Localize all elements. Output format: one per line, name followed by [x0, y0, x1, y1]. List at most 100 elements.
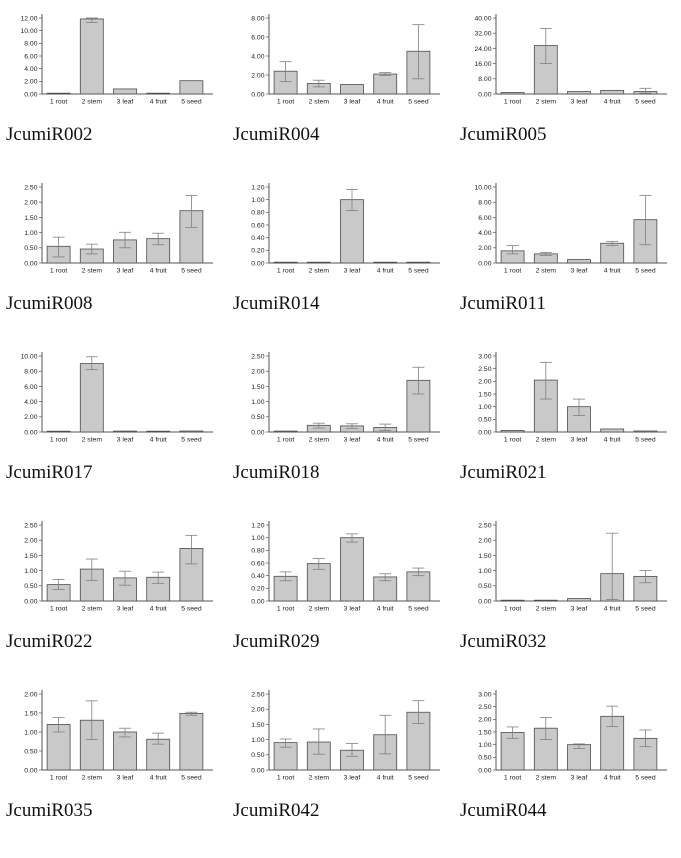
- bar-chart-svg: 0.00 2.00 4.00 6.00 8.00 10.00 1 root 2 stem 3 l…: [474, 183, 667, 275]
- svg-text:1 root: 1 root: [277, 99, 294, 106]
- svg-text:0.00: 0.00: [251, 598, 264, 605]
- svg-text:4.00: 4.00: [478, 230, 491, 237]
- chart-title: JcumiR032: [460, 631, 547, 652]
- svg-text:4 fruit: 4 fruit: [377, 99, 394, 106]
- svg-text:2.50: 2.50: [251, 353, 264, 360]
- svg-text:5 seed: 5 seed: [408, 437, 429, 444]
- svg-text:0.00: 0.00: [478, 767, 491, 774]
- chart-cell-jcumir044: 0.00 0.50 1.00 1.50 2.00 2.50 3.00 1 root 2 stem…: [454, 686, 681, 822]
- svg-text:2.00: 2.00: [478, 245, 491, 252]
- svg-text:0.40: 0.40: [251, 573, 264, 580]
- svg-text:2 stem: 2 stem: [309, 437, 330, 444]
- svg-text:1.00: 1.00: [478, 404, 491, 411]
- svg-text:0.60: 0.60: [251, 560, 264, 567]
- svg-text:10.00: 10.00: [20, 28, 37, 35]
- svg-text:2.00: 2.00: [24, 79, 37, 86]
- svg-text:1 root: 1 root: [504, 606, 521, 613]
- chart-grid: 0.00 2.00 4.00 6.00 8.00 10.00 12.00 1 root 2 st…: [0, 10, 681, 822]
- svg-text:1 root: 1 root: [504, 775, 521, 782]
- chart-cell-jcumir029: 0.00 0.20 0.40 0.60 0.80 1.00 1.20 1 root 2 stem…: [227, 517, 454, 653]
- svg-text:4.00: 4.00: [24, 66, 37, 73]
- svg-text:3 leaf: 3 leaf: [344, 437, 361, 444]
- chart-title: JcumiR005: [460, 124, 547, 145]
- bar-chart-svg: 0.00 0.20 0.40 0.60 0.80 1.00 1.20 1 root 2 stem…: [251, 521, 440, 613]
- chart-cell-jcumir021: 0.00 0.50 1.00 1.50 2.00 2.50 3.00 1 root 2 stem…: [454, 348, 681, 484]
- svg-text:2.50: 2.50: [24, 522, 37, 529]
- svg-text:8.00: 8.00: [251, 15, 264, 22]
- svg-text:1 root: 1 root: [504, 268, 521, 275]
- svg-text:3 leaf: 3 leaf: [571, 268, 588, 275]
- chart-title: JcumiR014: [233, 293, 320, 314]
- svg-text:4 fruit: 4 fruit: [150, 606, 167, 613]
- svg-text:10.00: 10.00: [474, 184, 491, 191]
- svg-text:4.00: 4.00: [24, 399, 37, 406]
- svg-text:1 root: 1 root: [50, 437, 67, 444]
- svg-text:4 fruit: 4 fruit: [604, 606, 621, 613]
- svg-text:1 root: 1 root: [50, 606, 67, 613]
- svg-text:1 root: 1 root: [277, 268, 294, 275]
- svg-text:1.20: 1.20: [251, 184, 264, 191]
- svg-text:0.00: 0.00: [251, 91, 264, 98]
- svg-text:2.00: 2.00: [478, 538, 491, 545]
- svg-text:1 root: 1 root: [50, 99, 67, 106]
- svg-text:4 fruit: 4 fruit: [150, 99, 167, 106]
- svg-text:8.00: 8.00: [478, 200, 491, 207]
- svg-text:1.50: 1.50: [251, 384, 264, 391]
- svg-text:12.00: 12.00: [20, 15, 37, 22]
- svg-text:1.00: 1.00: [251, 737, 264, 744]
- svg-text:2.00: 2.00: [251, 72, 264, 79]
- svg-text:5 seed: 5 seed: [408, 775, 429, 782]
- svg-text:1.50: 1.50: [24, 215, 37, 222]
- svg-text:8.00: 8.00: [478, 76, 491, 83]
- svg-text:2.00: 2.00: [24, 691, 37, 698]
- svg-text:0.00: 0.00: [24, 598, 37, 605]
- svg-text:3 leaf: 3 leaf: [571, 606, 588, 613]
- svg-text:4 fruit: 4 fruit: [604, 437, 621, 444]
- svg-text:3 leaf: 3 leaf: [344, 99, 361, 106]
- bar-chart-svg: 0.00 0.50 1.00 1.50 2.00 2.50 1 root 2 stem 3 le…: [24, 521, 213, 613]
- bar-chart-svg: 0.00 0.20 0.40 0.60 0.80 1.00 1.20 1 root 2 stem…: [251, 183, 440, 275]
- svg-text:1 root: 1 root: [277, 775, 294, 782]
- chart-cell-jcumir008: 0.00 0.50 1.00 1.50 2.00 2.50 1 root 2 stem 3 le…: [0, 179, 227, 315]
- svg-text:24.00: 24.00: [474, 46, 491, 53]
- chart-cell-jcumir002: 0.00 2.00 4.00 6.00 8.00 10.00 12.00 1 root 2 st…: [0, 10, 227, 146]
- svg-text:0.60: 0.60: [251, 222, 264, 229]
- svg-text:3 leaf: 3 leaf: [117, 268, 134, 275]
- svg-text:1.00: 1.00: [478, 568, 491, 575]
- chart-title: JcumiR017: [6, 462, 93, 483]
- svg-text:0.40: 0.40: [251, 235, 264, 242]
- svg-text:2.00: 2.00: [251, 369, 264, 376]
- chart-cell-jcumir017: 0.00 2.00 4.00 6.00 8.00 10.00 1 root 2 stem 3 l…: [0, 348, 227, 484]
- svg-text:4 fruit: 4 fruit: [150, 437, 167, 444]
- svg-text:2 stem: 2 stem: [536, 268, 557, 275]
- svg-text:3 leaf: 3 leaf: [344, 268, 361, 275]
- svg-text:0.00: 0.00: [24, 260, 37, 267]
- chart-title: JcumiR008: [6, 293, 93, 314]
- svg-text:3 leaf: 3 leaf: [344, 775, 361, 782]
- svg-text:5 seed: 5 seed: [635, 268, 656, 275]
- svg-text:1.00: 1.00: [251, 399, 264, 406]
- svg-text:0.80: 0.80: [251, 548, 264, 555]
- svg-text:1.00: 1.00: [24, 568, 37, 575]
- svg-text:2 stem: 2 stem: [82, 775, 103, 782]
- svg-text:4 fruit: 4 fruit: [377, 437, 394, 444]
- chart-title: JcumiR044: [460, 800, 547, 821]
- svg-text:1.00: 1.00: [24, 230, 37, 237]
- svg-text:5 seed: 5 seed: [408, 268, 429, 275]
- svg-text:5 seed: 5 seed: [635, 437, 656, 444]
- svg-text:1.00: 1.00: [24, 729, 37, 736]
- svg-text:40.00: 40.00: [474, 15, 491, 22]
- bar-chart-svg: 0.00 8.00 16.00 24.00 32.00 40.00 1 root 2 stem…: [474, 14, 667, 106]
- svg-text:0.50: 0.50: [251, 414, 264, 421]
- svg-text:2 stem: 2 stem: [82, 606, 103, 613]
- svg-text:2 stem: 2 stem: [309, 99, 330, 106]
- svg-text:6.00: 6.00: [251, 34, 264, 41]
- svg-text:2.00: 2.00: [24, 538, 37, 545]
- svg-text:2 stem: 2 stem: [309, 775, 330, 782]
- svg-text:5 seed: 5 seed: [635, 99, 656, 106]
- svg-text:0.00: 0.00: [24, 429, 37, 436]
- svg-text:1.50: 1.50: [478, 729, 491, 736]
- chart-cell-jcumir011: 0.00 2.00 4.00 6.00 8.00 10.00 1 root 2 stem 3 l…: [454, 179, 681, 315]
- svg-text:0.20: 0.20: [251, 586, 264, 593]
- svg-text:6.00: 6.00: [24, 53, 37, 60]
